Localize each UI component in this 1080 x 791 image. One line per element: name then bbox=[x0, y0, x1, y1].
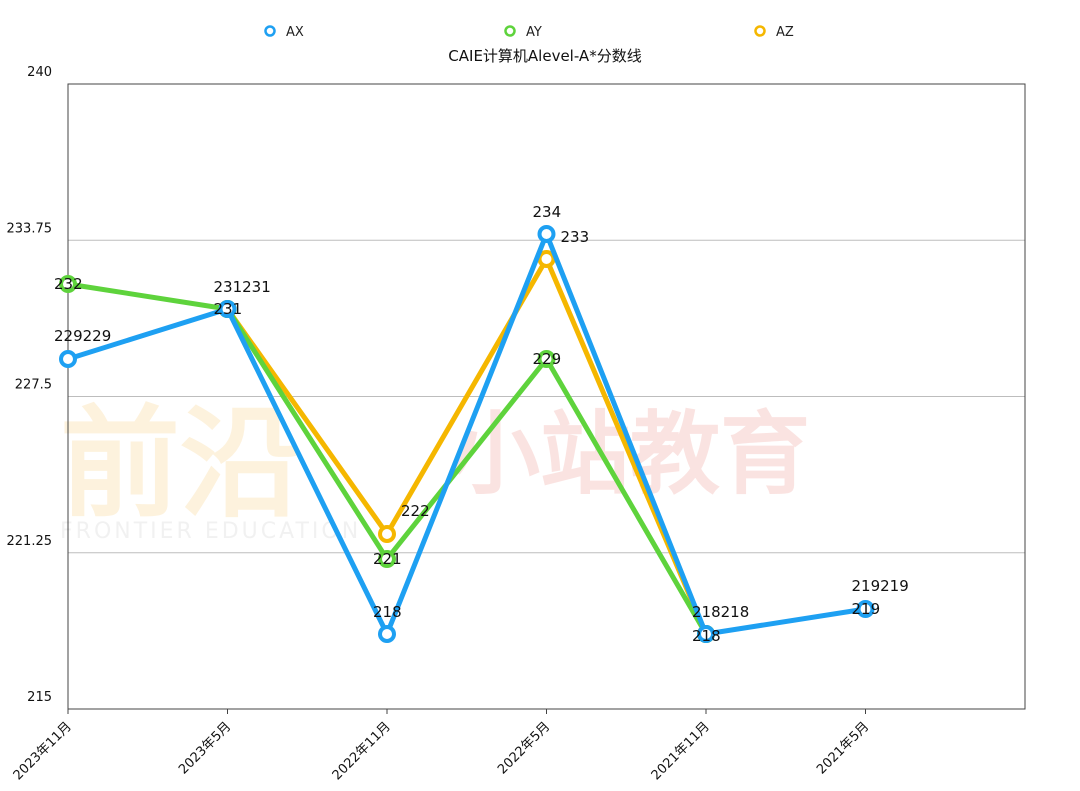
y-axis: 215 221.25 227.5 233.75 240 bbox=[7, 65, 53, 705]
data-point bbox=[218, 300, 237, 318]
y-tick-label: 233.75 bbox=[7, 221, 53, 236]
data-point bbox=[378, 550, 396, 568]
x-tick-label: 2021年5月 bbox=[814, 719, 872, 777]
watermark-left-logo: 前沿 bbox=[60, 395, 300, 534]
x-tick-label: 2021年11月 bbox=[649, 719, 713, 783]
grid bbox=[67, 83, 1026, 710]
data-label: 233 bbox=[561, 228, 590, 246]
watermark-group: 前沿 FRONTIER EDUCATION 小站教育 bbox=[60, 395, 810, 544]
data-point bbox=[697, 625, 715, 643]
x-tick-label: 2023年11月 bbox=[11, 719, 75, 783]
y-tick-label: 240 bbox=[27, 65, 52, 80]
x-tick-label: 2022年11月 bbox=[330, 719, 394, 783]
y-tick-label: 227.5 bbox=[15, 378, 52, 393]
data-label: 229 bbox=[533, 350, 562, 368]
data-label: 231 bbox=[214, 300, 243, 318]
data-point bbox=[59, 350, 77, 368]
y-tick-label: 215 bbox=[27, 690, 52, 705]
series-line bbox=[65, 231, 868, 637]
legend-item-ay: AY bbox=[504, 25, 542, 40]
y-tick-label: 221.25 bbox=[7, 534, 53, 549]
data-point bbox=[537, 250, 556, 268]
watermark-left-subtitle: FRONTIER EDUCATION bbox=[60, 519, 361, 544]
legend-marker bbox=[754, 25, 766, 37]
data-point bbox=[856, 600, 875, 618]
legend: AX AY AZ bbox=[264, 25, 794, 40]
data-label: 222 bbox=[401, 502, 430, 520]
data-point bbox=[537, 350, 556, 368]
x-tick-label: 2022年5月 bbox=[495, 719, 553, 777]
x-axis: 2023年11月 2023年5月 2022年11月 2022年5月 2021年11月 20… bbox=[11, 709, 872, 783]
legend-item-az: AZ bbox=[754, 25, 794, 40]
legend-item-ax: AX bbox=[264, 25, 304, 40]
data-label: 231231 bbox=[214, 278, 271, 296]
data-label: 218 bbox=[692, 627, 721, 645]
data-label: 229229 bbox=[54, 327, 111, 345]
data-point bbox=[378, 625, 396, 643]
data-labels: 229229 231231 218 234 218218 219219 232 231 221 2… bbox=[54, 203, 909, 645]
series-layer bbox=[59, 225, 875, 643]
chart-title: CAIE计算机Alevel-A*分数线 bbox=[448, 47, 641, 65]
data-label: 221 bbox=[373, 550, 402, 568]
legend-marker bbox=[264, 25, 276, 37]
legend-label: AZ bbox=[776, 25, 794, 40]
data-point bbox=[537, 225, 556, 243]
data-label: 219219 bbox=[852, 577, 909, 595]
data-label: 219 bbox=[852, 600, 881, 618]
series-ax bbox=[59, 225, 875, 643]
legend-marker bbox=[504, 25, 516, 37]
data-label: 234 bbox=[533, 203, 562, 221]
legend-label: AX bbox=[286, 25, 304, 40]
data-label: 218 bbox=[373, 603, 402, 621]
data-point bbox=[378, 525, 396, 543]
x-tick-label: 2023年5月 bbox=[176, 719, 234, 777]
data-label: 218218 bbox=[692, 603, 749, 621]
legend-label: AY bbox=[526, 25, 542, 40]
data-label: 232 bbox=[54, 275, 83, 293]
series-line bbox=[225, 256, 709, 637]
data-point bbox=[59, 275, 77, 293]
